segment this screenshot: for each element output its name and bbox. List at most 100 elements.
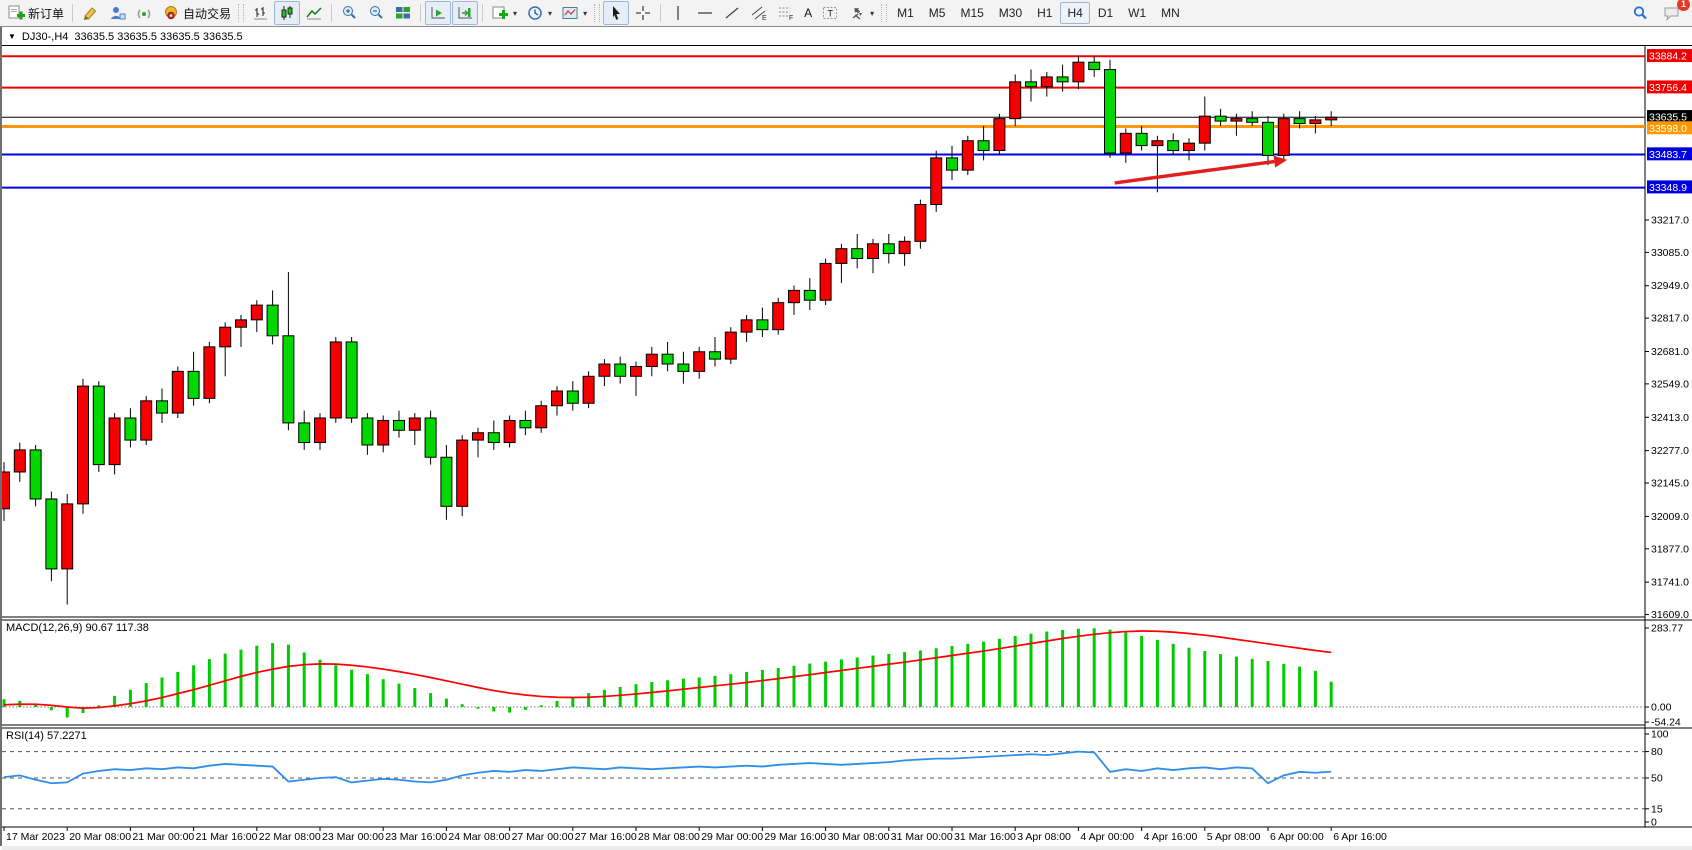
- notification-badge: 1: [1677, 0, 1690, 11]
- timeframe-w1[interactable]: W1: [1128, 6, 1147, 20]
- template-icon: [561, 5, 579, 21]
- svg-text:28 Mar 08:00: 28 Mar 08:00: [638, 831, 700, 843]
- arrows-tool-button[interactable]: ▾: [844, 1, 878, 25]
- svg-text:20 Mar 08:00: 20 Mar 08:00: [69, 831, 131, 843]
- timeframe-m5[interactable]: M5: [928, 6, 946, 20]
- svg-text:30 Mar 08:00: 30 Mar 08:00: [828, 831, 890, 843]
- svg-text:100: 100: [1651, 729, 1669, 741]
- svg-text:80: 80: [1651, 746, 1663, 758]
- signal-button[interactable]: [131, 1, 157, 25]
- separator: [72, 4, 74, 22]
- add-indicator-button[interactable]: ▾: [487, 1, 521, 25]
- zoom-in-button[interactable]: [336, 1, 362, 25]
- timeframe-m15[interactable]: M15: [960, 6, 984, 20]
- timeframe-d1[interactable]: D1: [1097, 6, 1114, 20]
- line-chart-icon: [305, 5, 323, 21]
- vertical-line-icon: [669, 5, 687, 21]
- tile-windows-button[interactable]: [390, 1, 416, 25]
- chart-window: ▼ DJ30-,H4 33635.5 33635.5 33635.5 33635…: [0, 27, 1692, 850]
- bar-chart-button[interactable]: [247, 1, 273, 25]
- dropdown-caret: ▾: [513, 8, 518, 18]
- text-tool-icon: A: [804, 6, 813, 20]
- svg-text:32145.0: 32145.0: [1651, 478, 1689, 490]
- window-bottom-edge: [2, 846, 1692, 850]
- fibonacci-button[interactable]: F: [773, 1, 799, 25]
- vertical-line-button[interactable]: [665, 1, 691, 25]
- equidistant-channel-icon: E: [750, 5, 768, 21]
- svg-text:32681.0: 32681.0: [1651, 346, 1689, 358]
- equidistant-channel-button[interactable]: E: [746, 1, 772, 25]
- trendline-icon: [723, 5, 741, 21]
- collapse-arrow-icon[interactable]: ▼: [8, 32, 16, 41]
- period-button[interactable]: ▾: [522, 1, 556, 25]
- notifications-button[interactable]: 1: [1659, 0, 1690, 25]
- trendline-button[interactable]: [719, 1, 745, 25]
- new-order-button[interactable]: 新订单: [3, 1, 68, 25]
- svg-text:27 Mar 16:00: 27 Mar 16:00: [575, 831, 637, 843]
- svg-text:32549.0: 32549.0: [1651, 378, 1689, 390]
- zoom-out-icon: [367, 5, 385, 21]
- svg-text:24 Mar 08:00: 24 Mar 08:00: [448, 831, 510, 843]
- svg-text:32413.0: 32413.0: [1651, 412, 1689, 424]
- zoom-out-button[interactable]: [363, 1, 389, 25]
- svg-text:283.77: 283.77: [1651, 623, 1683, 635]
- svg-text:33756.4: 33756.4: [1649, 82, 1687, 94]
- bar-chart-icon: [251, 5, 269, 21]
- text-label-button[interactable]: T: [817, 1, 843, 25]
- cursor-icon: [607, 5, 625, 21]
- auto-trading-button[interactable]: 自动交易: [158, 1, 235, 25]
- new-order-icon: [7, 5, 25, 21]
- profile-button[interactable]: [104, 1, 130, 25]
- svg-text:27 Mar 00:00: 27 Mar 00:00: [512, 831, 574, 843]
- cursor-button[interactable]: [603, 1, 630, 25]
- svg-text:17 Mar 2023: 17 Mar 2023: [6, 831, 65, 843]
- svg-text:6 Apr 16:00: 6 Apr 16:00: [1333, 831, 1387, 843]
- timeframe-h4[interactable]: H4: [1060, 2, 1090, 24]
- new-order-label: 新订单: [28, 6, 65, 21]
- svg-text:23 Mar 00:00: 23 Mar 00:00: [322, 831, 384, 843]
- text-tool-button[interactable]: A: [800, 1, 816, 25]
- search-icon: [1631, 5, 1649, 21]
- auto-trading-icon: [162, 5, 180, 21]
- timeframe-mn[interactable]: MN: [1161, 6, 1180, 20]
- svg-text:33598.0: 33598.0: [1649, 123, 1687, 135]
- search-button[interactable]: [1627, 1, 1653, 25]
- svg-text:33884.2: 33884.2: [1649, 51, 1687, 63]
- svg-text:21 Mar 16:00: 21 Mar 16:00: [196, 831, 258, 843]
- toolbar-grip: [238, 4, 245, 22]
- period-icon: [526, 5, 544, 21]
- timeframe-m30[interactable]: M30: [998, 6, 1023, 20]
- toolbar: 新订单 自动交易: [0, 0, 1692, 27]
- add-indicator-icon: [491, 5, 509, 21]
- svg-text:23 Mar 16:00: 23 Mar 16:00: [385, 831, 447, 843]
- svg-text:0.00: 0.00: [1651, 702, 1672, 714]
- timeframe-m1[interactable]: M1: [897, 6, 914, 20]
- text-label-icon: T: [821, 5, 839, 21]
- line-chart-button[interactable]: [301, 1, 327, 25]
- candlestick-chart-button[interactable]: [274, 1, 301, 25]
- svg-text:15: 15: [1651, 803, 1663, 815]
- auto-trading-label: 自动交易: [183, 6, 232, 21]
- toolbar-grip: [594, 4, 601, 22]
- chart-shift-button[interactable]: [452, 1, 479, 25]
- pencil-button[interactable]: [77, 1, 103, 25]
- chat-bubble-icon: [1663, 5, 1681, 21]
- template-button[interactable]: ▾: [557, 1, 591, 25]
- timeframe-h1[interactable]: H1: [1037, 6, 1053, 20]
- crosshair-button[interactable]: [630, 1, 656, 25]
- profile-icon: [108, 5, 126, 21]
- separator: [331, 4, 333, 22]
- svg-text:-54.24: -54.24: [1651, 717, 1681, 729]
- fibonacci-icon: F: [777, 5, 795, 21]
- horizontal-line-button[interactable]: [692, 1, 718, 25]
- dropdown-caret: ▾: [548, 8, 553, 18]
- zoom-in-icon: [340, 5, 358, 21]
- auto-scroll-button[interactable]: [425, 1, 452, 25]
- svg-text:F: F: [789, 15, 793, 21]
- auto-scroll-icon: [429, 5, 447, 21]
- svg-text:32817.0: 32817.0: [1651, 313, 1689, 325]
- signal-icon: [135, 5, 153, 21]
- svg-text:33483.7: 33483.7: [1649, 149, 1687, 161]
